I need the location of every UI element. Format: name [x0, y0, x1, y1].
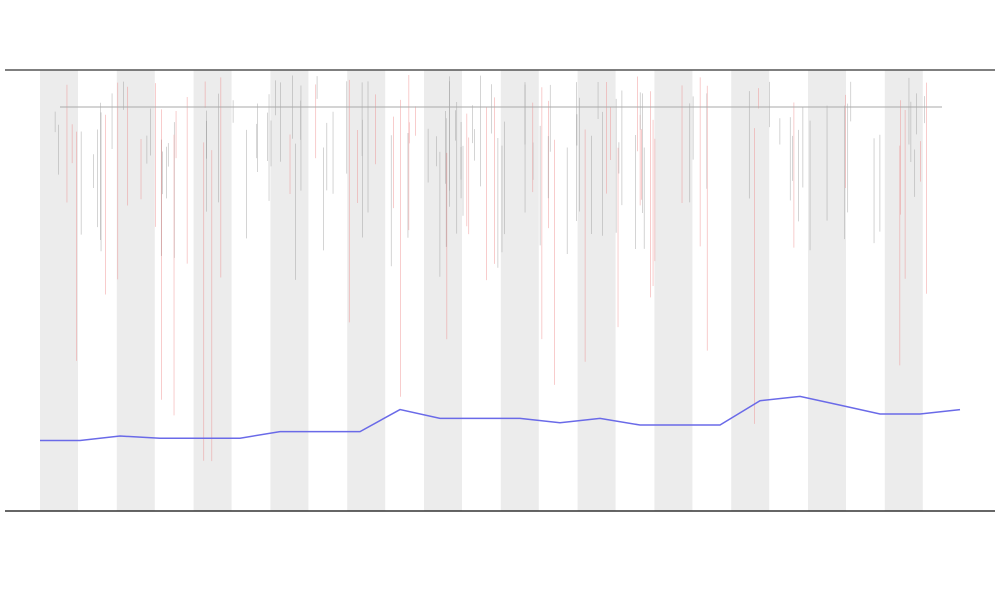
shaded-band [193, 70, 232, 511]
shaded-band [500, 70, 539, 511]
shaded-band [347, 70, 386, 511]
shaded-band [424, 70, 462, 511]
data-line [40, 395, 961, 442]
shaded-band [884, 70, 923, 511]
shaded-band [731, 70, 770, 511]
shaded-band [270, 70, 309, 511]
shaded-band [40, 70, 78, 511]
shaded-band [577, 70, 616, 511]
shaded-band [116, 70, 155, 511]
event-ticks [54, 75, 927, 462]
shaded-band [654, 70, 693, 511]
shaded-bands [40, 70, 923, 511]
